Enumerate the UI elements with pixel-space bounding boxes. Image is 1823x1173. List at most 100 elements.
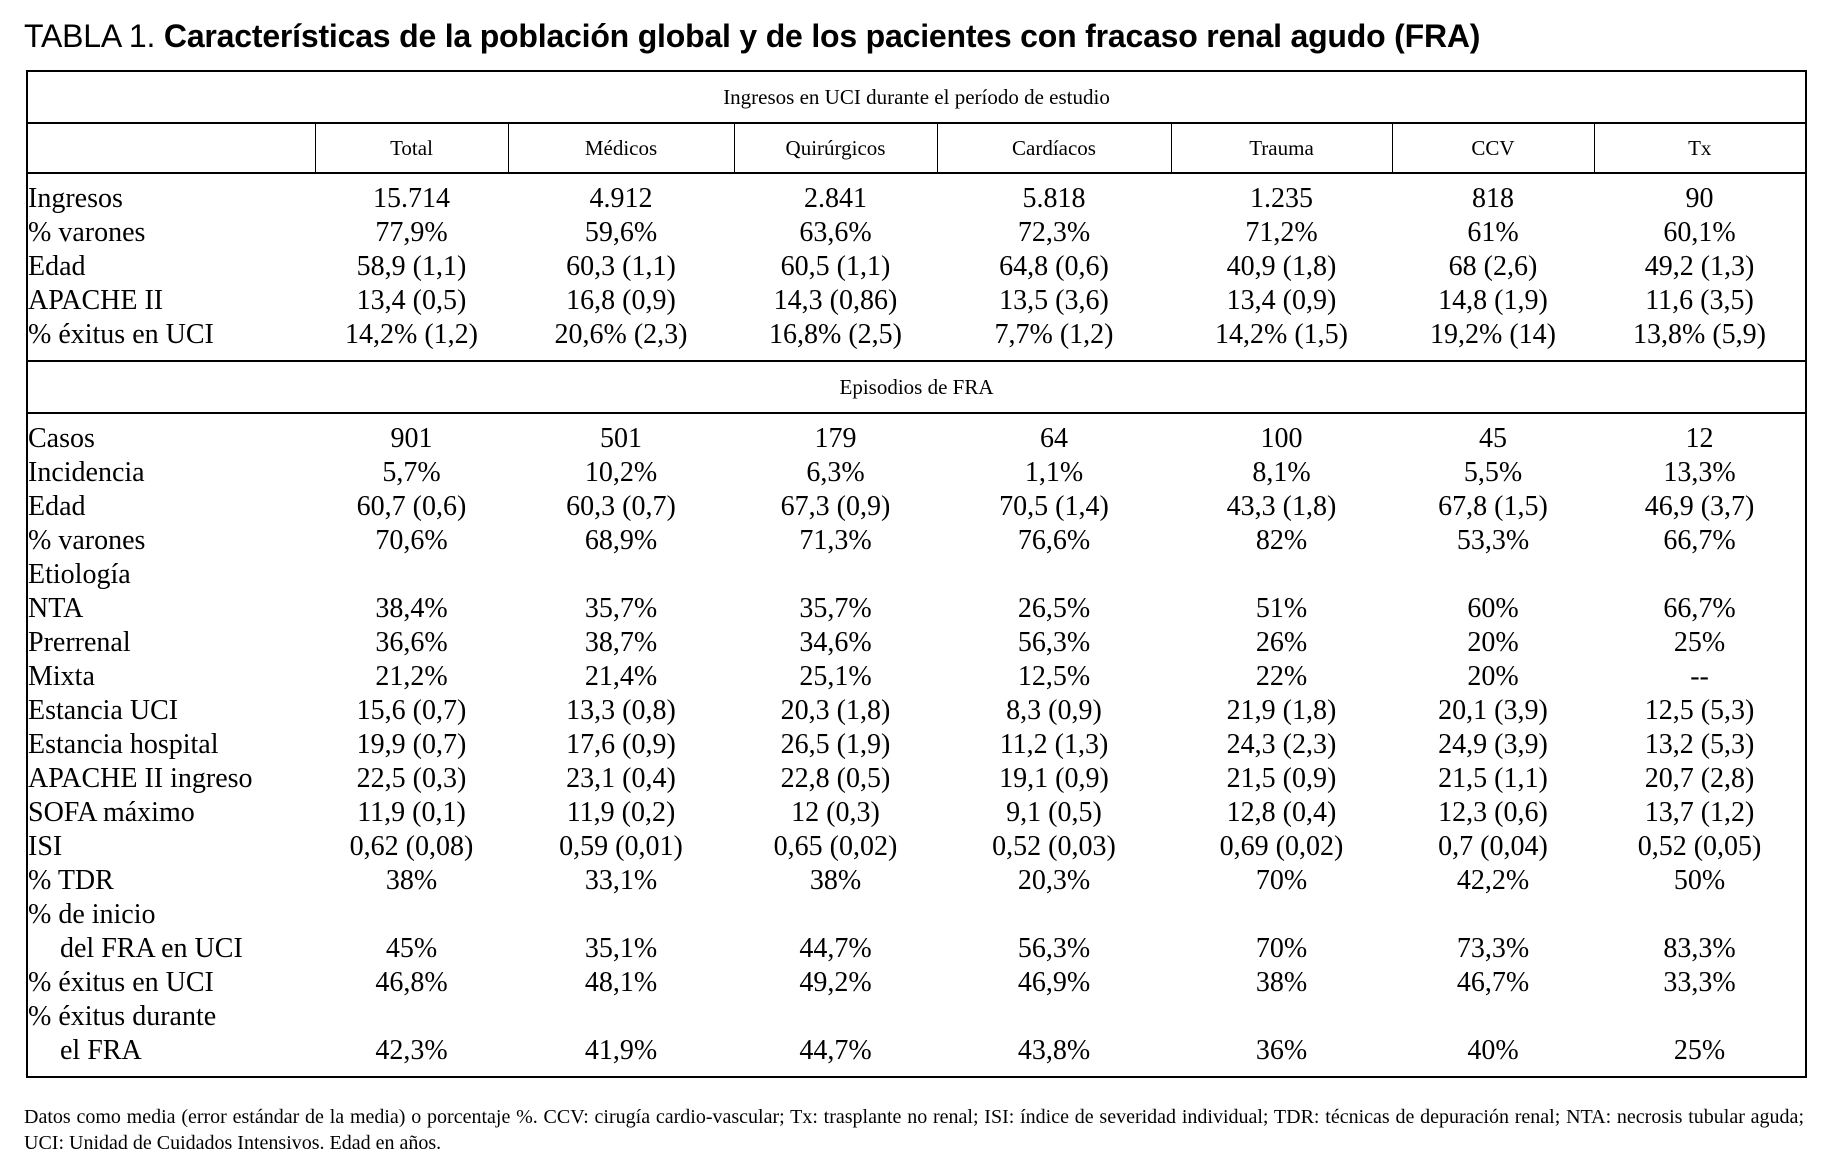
cell: 13,7 (1,2) (1644, 797, 1755, 828)
cell: 12,5% (1017, 661, 1091, 692)
data-row: % varones 77,9% 59,6% 63,6% 72,3% 71,2% 61% 60,… (27, 216, 1806, 250)
cell: 63,6% (799, 217, 872, 248)
pad-cell (27, 1068, 1806, 1077)
row-label: % de inicio (27, 898, 315, 932)
column-header: Cardíacos (936, 123, 1171, 174)
cell: 0,69 (0,02) (1219, 831, 1344, 862)
title: TABLA 1. Características de la población… (24, 18, 1480, 55)
spacer (315, 1000, 1806, 1034)
cell: 8,3 (0,9) (1006, 695, 1102, 726)
row-label: % éxitus en UCI (28, 319, 214, 350)
cell: 38,4% (375, 593, 448, 624)
row-label: SOFA máximo (28, 797, 195, 828)
cell: 43,3 (1,8) (1226, 491, 1337, 522)
cell: 33,3% (1663, 967, 1736, 998)
cell: 41,9% (584, 1035, 658, 1066)
cell: 20% (1467, 627, 1519, 658)
cell: 66,7% (1663, 525, 1736, 556)
cell: 0,65 (0,02) (773, 831, 898, 862)
cell: 45 (1479, 423, 1507, 454)
cell: 64 (1040, 423, 1068, 454)
cell: 5,7% (382, 457, 441, 488)
cell: 14,2% (1,2) (345, 319, 478, 350)
cell: 0,52 (0,05) (1637, 831, 1762, 862)
cell: 58,9 (1,1) (356, 251, 467, 282)
cell: 24,3 (2,3) (1226, 729, 1337, 760)
cell: 9,1 (0,5) (1006, 797, 1102, 828)
cell: 60,5 (1,1) (780, 251, 891, 282)
cell: 70,5 (1,4) (999, 491, 1109, 522)
column-header: Médicos (507, 123, 734, 174)
column-header: Tx (1593, 123, 1807, 174)
row-label: Edad (28, 491, 86, 522)
spacer (315, 898, 1806, 932)
corner (27, 123, 315, 174)
table-title: Características de la población global y… (163, 18, 1481, 54)
cell: 7,7% (1,2) (994, 319, 1114, 350)
cell: 43,8% (1017, 1035, 1091, 1066)
cell: 36% (1255, 1035, 1308, 1066)
data-row: NTA 38,4% 35,7% 35,7% 26,5% 51% 60% 66,7% (27, 592, 1806, 626)
table: Ingresos en UCI durante el período de es… (26, 70, 1808, 1078)
cell: 24,9 (3,9) (1438, 729, 1548, 760)
cell: 68,9% (584, 525, 658, 556)
cell: 22,5 (0,3) (356, 763, 467, 794)
cell: 10,2% (584, 457, 658, 488)
cell: 13,2 (5,3) (1644, 729, 1755, 760)
data-row: APACHE II 13,4 (0,5) 16,8 (0,9) 14,3 (0,86)… (27, 284, 1806, 318)
cell: 53,3% (1456, 525, 1530, 556)
cell: 70% (1255, 933, 1308, 964)
cell: 1.235 (1250, 183, 1313, 214)
row-label: Estancia hospital (28, 729, 219, 760)
cell: 22,8 (0,5) (780, 763, 891, 794)
cell: 13,5 (3,6) (999, 285, 1109, 316)
cell: 46,9% (1017, 967, 1091, 998)
cell: 0,59 (0,01) (559, 831, 683, 862)
cell: 60,1% (1663, 217, 1736, 248)
column-header: CCV (1391, 123, 1594, 174)
cell: 20,3% (1017, 865, 1091, 896)
section-header-row: Episodios de FRA (27, 360, 1807, 414)
cell: 5.818 (1022, 183, 1086, 214)
cell: 11,2 (1,3) (999, 729, 1109, 760)
table-label: TABLA 1. (24, 18, 156, 54)
cell: 60,3 (1,1) (566, 251, 676, 282)
cell: 19,2% (14) (1430, 319, 1556, 350)
cell: 12,5 (5,3) (1644, 695, 1755, 726)
cell: 901 (390, 423, 433, 454)
cell: 83,3% (1663, 933, 1736, 964)
table-body: Ingresos en UCI durante el período de es… (27, 70, 1807, 1077)
cell: 38% (385, 865, 438, 896)
cell: 36,6% (375, 627, 448, 658)
cell: 15.714 (373, 183, 450, 214)
cell: 12,3 (0,6) (1438, 797, 1548, 828)
cell: 61% (1467, 217, 1519, 248)
cell: 1,1% (1024, 457, 1084, 488)
cell: 50% (1673, 865, 1726, 896)
cell: 13,4 (0,9) (1226, 285, 1337, 316)
data-row: Estancia UCI 15,6 (0,7) 13,3 (0,8) 20,3 (1,… (27, 694, 1806, 728)
cell: 179 (814, 423, 857, 454)
cell: 49,2% (799, 967, 872, 998)
data-row: Edad 60,7 (0,6) 60,3 (0,7) 67,3 (0,9) 70,5 (… (27, 490, 1806, 524)
cell: 60% (1467, 593, 1519, 624)
row-label: Edad (28, 251, 86, 282)
data-row: % éxitus en UCI 46,8% 48,1% 49,2% 46,9% 38% 46… (27, 966, 1806, 1000)
row-label: NTA (28, 593, 84, 624)
column-header: Total (314, 123, 508, 174)
row-label: % éxitus en UCI (28, 967, 214, 998)
cell: 501 (600, 423, 642, 454)
cell: 70,6% (375, 525, 448, 556)
section-header-row: Ingresos en UCI durante el período de es… (27, 70, 1807, 124)
cell: 5,5% (1463, 457, 1523, 488)
cell: 26,5% (1017, 593, 1091, 624)
cell: 38,7% (584, 627, 658, 658)
cell: -- (1690, 661, 1709, 692)
cell: 56,3% (1017, 933, 1091, 964)
cell: 0,62 (0,08) (349, 831, 474, 862)
row-label: Estancia UCI (28, 695, 179, 726)
cell: 21,5 (0,9) (1226, 763, 1337, 794)
cell: 16,8% (2,5) (769, 319, 902, 350)
cell: 13,8% (5,9) (1633, 319, 1766, 350)
